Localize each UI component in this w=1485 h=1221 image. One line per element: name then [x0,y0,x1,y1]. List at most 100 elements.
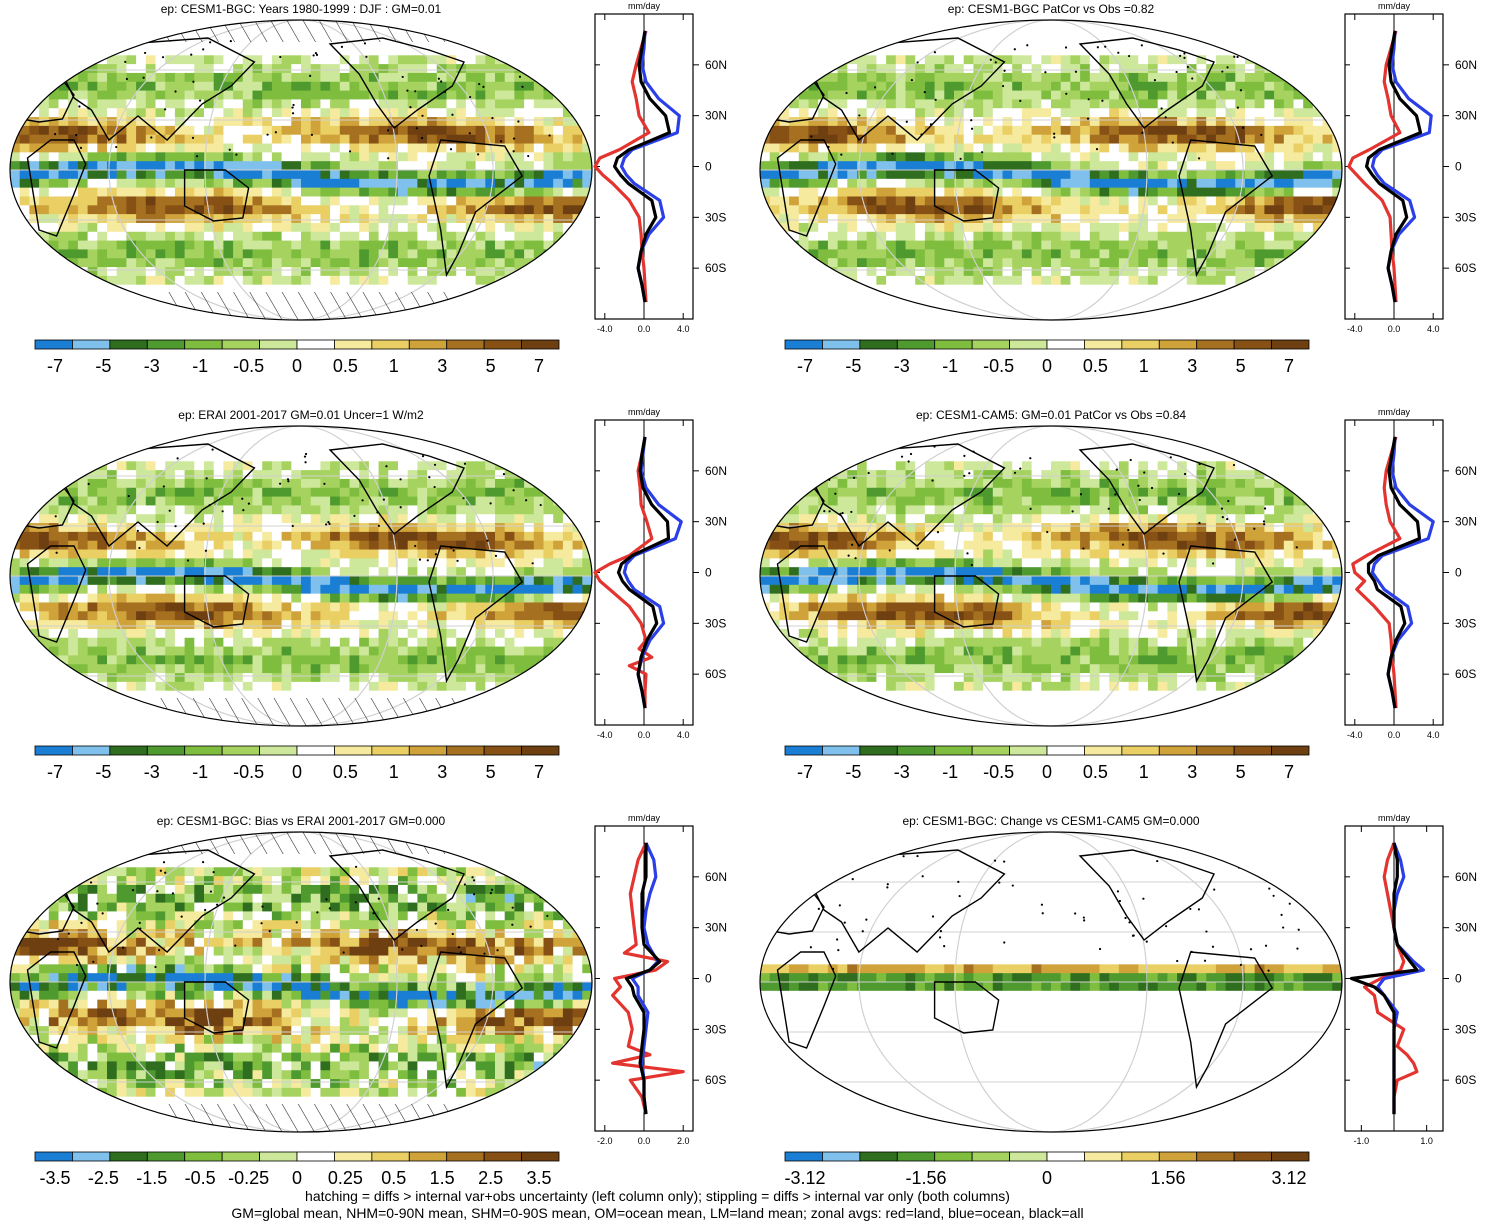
colorbar-swatch [896,745,936,756]
colorbar-swatch [1196,745,1235,756]
coastline [26,545,87,643]
colorbar-label: 5 [1236,762,1246,782]
colorbar-label: -0.5 [983,356,1014,376]
colorbar-label: 0 [292,762,302,782]
colorbar-label: -5 [95,762,111,782]
colorbar-label: -7 [47,762,63,782]
zonal-x-tick: -4.0 [597,730,613,740]
zonal-lat-tick: 30S [1455,1022,1476,1036]
colorbar-swatch [184,745,223,756]
colorbar-label: 1 [1139,762,1149,782]
colorbar-swatch [1009,745,1048,756]
zonal-mean-plot: mm/day -4.0 0.0 4.0 60N 30N 0 30S 60S [593,407,727,740]
colorbar-label: 5 [486,762,496,782]
coastline [328,849,465,941]
colorbar-swatch [371,339,410,350]
colorbar-label: -1 [942,356,958,376]
map-panel: ep: CESM1-CAM5: GM=0.01 PatCor vs Obs =0… [759,408,1343,782]
colorbar-swatch [1121,339,1160,350]
map-panel: ep: CESM1-BGC: Change vs CESM1-CAM5 GM=0… [759,814,1343,1188]
colorbar-label: 0.25 [328,1168,363,1188]
map-title: ep: CESM1-BGC: Change vs CESM1-CAM5 GM=0… [902,814,1199,828]
colorbar-label: 7 [1284,762,1294,782]
zonal-series [1364,30,1423,303]
zonal-lat-tick: 30N [705,109,727,123]
colorbar-swatch [1271,339,1310,350]
colorbar-swatch [109,339,148,350]
colorbar-swatch [184,339,223,350]
colorbar-swatch [296,745,335,756]
colorbar-label: 1.5 [430,1168,455,1188]
colorbar-label: 7 [1284,356,1294,376]
zonal-series [610,842,685,1115]
zonal-x-tick: 4.0 [677,730,690,740]
zonal-lat-tick: 30S [705,210,726,224]
zonal-lat-tick: 60N [1455,58,1477,72]
zonal-lat-tick: 60N [705,870,727,884]
coastline [1078,37,1215,129]
colorbar-swatch [259,1151,298,1162]
zonal-x-tick: -1.0 [1354,1136,1370,1146]
coastline [61,443,256,548]
colorbar-label: -3 [144,762,160,782]
colorbar-swatch [859,1151,898,1162]
colorbar-label: -0.5 [185,1168,216,1188]
colorbar-swatch [784,1151,823,1162]
map-title: ep: CESM1-BGC: Bias vs ERAI 2001-2017 GM… [157,814,446,828]
zonal-x-tick: 0.0 [1388,730,1401,740]
zonal-lat-tick: 30N [705,515,727,529]
colorbar-label: 0.5 [1083,356,1108,376]
colorbar-swatch [146,1151,186,1162]
zonal-series [624,842,662,1115]
colorbar-label: 5 [486,356,496,376]
map-outline [759,831,1343,1133]
zonal-lat-tick: 60N [1455,870,1477,884]
colorbar-swatch [109,745,148,756]
map-title: ep: CESM1-BGC: Years 1980-1999 : DJF : G… [161,2,442,16]
coastline [328,37,465,129]
colorbar-label: 1 [1139,356,1149,376]
map-panel: ep: CESM1-BGC: Bias vs ERAI 2001-2017 GM… [9,814,593,1188]
colorbar-swatch [1084,339,1123,350]
colorbar-swatch [859,745,898,756]
zonal-lat-tick: 30N [1455,921,1477,935]
colorbar-label: -3 [144,356,160,376]
zonal-mean-plot: mm/day -2.0 0.0 2.0 60N 30N 0 30S 60S [594,813,727,1146]
zonal-mean-plot: mm/day -4.0 0.0 4.0 60N 30N 0 30S 60S [593,1,727,334]
colorbar: -7 -5 -3 -1 -0.5 0 0.5 1 3 5 7 [784,745,1310,782]
colorbar-swatch [1233,745,1272,756]
colorbar-swatch [296,339,335,350]
map-outline [9,831,593,1133]
coastline [1178,139,1274,278]
zonal-lat-tick: 60S [1455,667,1476,681]
colorbar-swatch [1009,1151,1048,1162]
colorbar-label: 0.5 [333,762,358,782]
zonal-lat-tick: 60S [1455,1073,1476,1087]
colorbar-swatch [784,339,823,350]
colorbar-swatch [1158,745,1198,756]
zonal-lat-tick: 0 [705,972,712,986]
colorbar-swatch [446,1151,485,1162]
colorbar: -3.12 -1.56 0 1.56 3.12 [784,1151,1310,1188]
zonal-lat-tick: 0 [705,566,712,580]
zonal-series [630,842,660,1115]
colorbar-swatch [1046,745,1085,756]
zonal-x-tick: 4.0 [677,324,690,334]
colorbar-swatch [934,745,973,756]
colorbar-swatch [446,745,485,756]
footer-note-2: GM=global mean, NHM=0-90N mean, SHM=0-90… [231,1205,1084,1221]
coastline [328,443,465,535]
colorbar-swatch [146,745,186,756]
colorbar-label: -1 [942,762,958,782]
colorbar-swatch [72,1151,111,1162]
colorbar-swatch [72,339,111,350]
coastline [26,951,87,1049]
colorbar-swatch [1158,1151,1198,1162]
colorbar-swatch [971,1151,1010,1162]
colorbar-swatch [408,745,448,756]
colorbar-swatch [34,1151,73,1162]
precip-field [10,426,592,726]
zonal-lat-tick: 0 [1455,160,1462,174]
colorbar-label: 7 [534,762,544,782]
colorbar-label: -7 [47,356,63,376]
